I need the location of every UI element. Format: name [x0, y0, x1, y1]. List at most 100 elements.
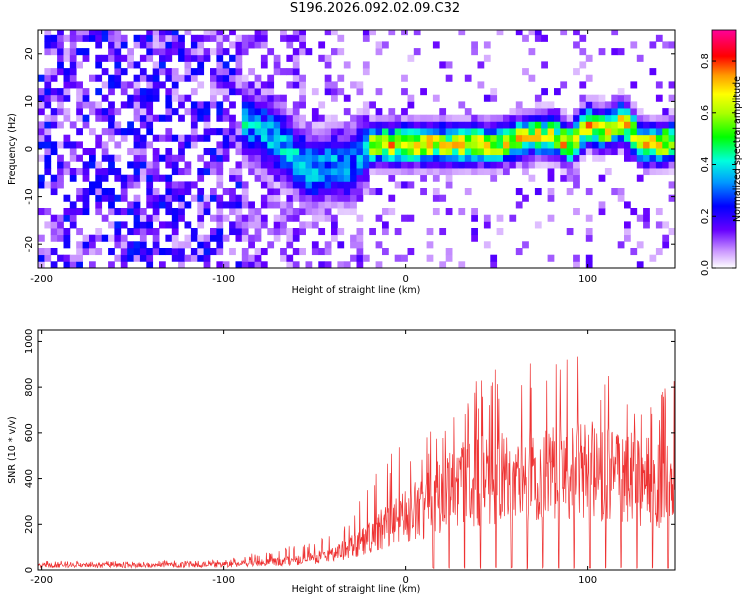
- spectrogram-cell: [541, 121, 548, 129]
- spectrogram-cell: [260, 94, 268, 102]
- spectrogram-cell: [267, 134, 275, 142]
- spectrogram-cell: [655, 148, 663, 156]
- spectrogram-cell: [248, 234, 255, 242]
- spectrogram-cell: [318, 174, 326, 182]
- spectrogram-cell: [241, 134, 249, 142]
- spectrogram-cell: [63, 261, 71, 268]
- spectrogram-cell: [331, 128, 338, 136]
- spectrogram-cell: [146, 101, 154, 109]
- spectrogram-cell: [190, 114, 198, 122]
- spectrogram-cell: [573, 68, 580, 76]
- spectrogram-cell: [197, 54, 205, 62]
- spectrogram-cell: [662, 114, 670, 122]
- spectrogram-cell: [636, 54, 644, 62]
- spectrogram-cell: [534, 34, 542, 42]
- snr-x-tick-label: 100: [578, 575, 597, 586]
- spectrogram-cell: [566, 154, 574, 162]
- spectrogram-cell: [337, 148, 345, 156]
- spectrogram-cell: [432, 134, 440, 142]
- spectrogram-cell: [171, 30, 179, 36]
- spectrogram-cell: [152, 88, 160, 96]
- spectrogram-cell: [95, 114, 103, 122]
- spectrogram-cell: [210, 101, 217, 109]
- spectrogram-cell: [362, 148, 370, 156]
- spectrogram-cell: [165, 194, 173, 202]
- spectrogram-cell: [190, 121, 198, 129]
- spectrogram-cell: [286, 168, 294, 176]
- spectrogram-cell: [184, 201, 192, 209]
- spectrogram-cell: [471, 161, 478, 169]
- spectrogram-cell: [547, 254, 555, 262]
- snr-x-tick-label: -200: [30, 575, 53, 586]
- spectrogram-cell: [534, 221, 542, 229]
- spectrogram-cell: [120, 34, 128, 42]
- spectrogram-cell: [528, 74, 536, 82]
- spectrogram-cell: [133, 154, 141, 162]
- spectrogram-cell: [273, 234, 281, 242]
- spectrogram-cell: [248, 88, 255, 96]
- spectrogram-cell: [534, 121, 542, 129]
- spectrogram-cell: [50, 94, 58, 102]
- spectrogram-cell: [241, 48, 249, 56]
- spectrogram-cell: [69, 221, 77, 229]
- spectrogram-cell: [280, 201, 287, 209]
- spectrogram-cell: [413, 30, 421, 36]
- spectrogram-cell: [254, 121, 262, 129]
- spectrogram-cell: [178, 141, 185, 149]
- spectrogram-cell: [643, 154, 650, 162]
- spectrogram-cell: [452, 148, 459, 156]
- spectrogram-cell: [528, 174, 536, 182]
- spectrogram-cell: [108, 81, 115, 89]
- spectrogram-cell: [350, 234, 357, 242]
- spectrogram-cell: [471, 121, 478, 129]
- spectrogram-cell: [114, 221, 122, 229]
- spectrogram-cell: [426, 134, 434, 142]
- spectrogram-cell: [311, 174, 319, 182]
- spectrogram-cell: [280, 221, 287, 229]
- spectrogram-cell: [604, 141, 612, 149]
- spectrogram-cell: [515, 154, 523, 162]
- spectrogram-cell: [50, 41, 58, 49]
- spectrogram-cell: [343, 121, 351, 129]
- spectrogram-cell: [76, 194, 83, 202]
- spectrogram-cell: [655, 221, 663, 229]
- spectrogram-cell: [611, 101, 619, 109]
- spectrogram-cell: [356, 174, 364, 182]
- spectrogram-cell: [101, 108, 109, 116]
- spectrogram-cell: [203, 234, 211, 242]
- spectrogram-cell: [292, 141, 300, 149]
- spectrogram-cell: [95, 88, 103, 96]
- spectrogram-cell: [152, 114, 160, 122]
- snr-frame: [37, 329, 676, 571]
- spectrogram-cell: [426, 114, 434, 122]
- spectrogram-cell: [133, 81, 141, 89]
- spectrogram-cell: [343, 194, 351, 202]
- spectrogram-cell: [318, 248, 326, 256]
- spectrogram-cell: [375, 154, 383, 162]
- spectrogram-cell: [324, 241, 332, 249]
- spectrogram-cell: [311, 121, 319, 129]
- spectrogram-cell: [210, 34, 217, 42]
- spectrogram-cell: [496, 148, 504, 156]
- spectrogram-cell: [483, 221, 491, 229]
- spectrogram-cell: [643, 134, 650, 142]
- spectrogram-cell: [69, 81, 77, 89]
- spectrogram-cell: [394, 154, 402, 162]
- spectrogram-cell: [248, 161, 255, 169]
- spectrogram-cell: [401, 181, 408, 189]
- spectrogram-cell: [439, 261, 447, 268]
- spectrogram-cell: [560, 134, 568, 142]
- spectrogram-cell: [471, 48, 478, 56]
- snr-x-ticks: -200 -100 0 100: [30, 330, 597, 586]
- spectrogram-cell: [324, 54, 332, 62]
- spectrogram-cell: [184, 234, 192, 242]
- spectrogram-cell: [617, 48, 625, 56]
- spectrogram-cell: [273, 101, 281, 109]
- spectrogram-cell: [159, 48, 166, 56]
- spectrogram-cell: [496, 128, 504, 136]
- spectrogram-cell: [356, 88, 364, 96]
- spectrogram-cell: [394, 161, 402, 169]
- spectrogram-cell: [388, 128, 396, 136]
- spectrogram-cell: [235, 74, 243, 82]
- spectrogram-cell: [146, 221, 154, 229]
